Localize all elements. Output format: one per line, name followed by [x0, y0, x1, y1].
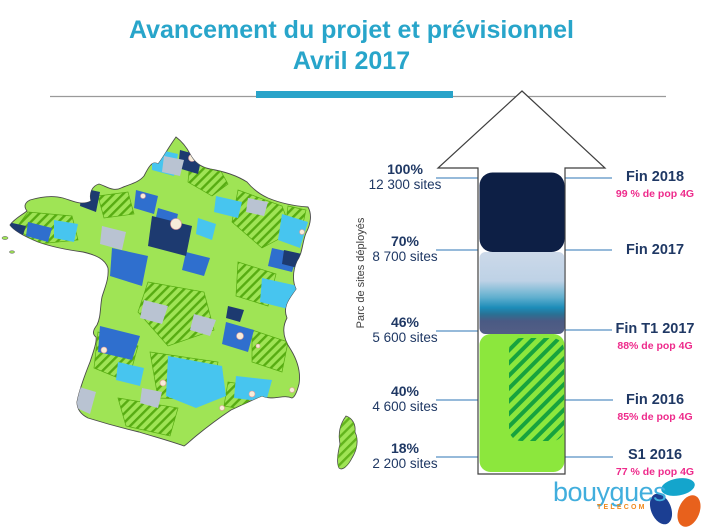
percent-label: 18% — [390, 440, 420, 456]
segment-fin-2018 — [479, 172, 565, 252]
milestone-fin-2017: Fin 2017 — [608, 242, 702, 258]
bouygues-logo-mark — [649, 478, 701, 527]
france-map — [1, 136, 358, 470]
map-island — [9, 250, 15, 254]
title-line-1: Avancement du projet et prévisionnel — [128, 16, 574, 44]
sites-label: 5 600 sites — [372, 330, 438, 345]
segment-fin-2016-hatched — [509, 338, 564, 441]
sites-label: 12 300 sites — [368, 177, 442, 192]
map-corsica — [336, 415, 358, 470]
level-18: 18% 2 200 sites — [359, 440, 451, 472]
slide-title: Avancement du projet et prévisionnel Avr… — [0, 15, 703, 77]
sites-label: 8 700 sites — [372, 249, 438, 264]
bouygues-logo-text: bouygues — [553, 477, 667, 507]
milestone-label: Fin 2017 — [625, 242, 685, 258]
level-70: 70% 8 700 sites — [359, 233, 451, 265]
divider-accent — [256, 91, 453, 98]
progress-arrow-chart — [436, 90, 613, 475]
milestone-fin-t1-2017: Fin T1 2017 88% de pop 4G — [608, 321, 702, 353]
milestone-s1-2016: S1 2016 77 % de pop 4G — [608, 447, 702, 479]
level-40: 40% 4 600 sites — [359, 383, 451, 415]
segment-fin-2017 — [479, 252, 565, 334]
title-line-2: Avril 2017 — [292, 47, 411, 75]
sites-label: 2 200 sites — [372, 456, 438, 471]
milestone-label: Fin 2018 — [625, 169, 685, 185]
map-blue-zones — [26, 148, 298, 360]
pop-coverage-label: 85% de pop 4G — [617, 411, 693, 423]
percent-label: 46% — [390, 314, 420, 330]
level-46: 46% 5 600 sites — [359, 314, 451, 346]
pop-coverage-label: 77 % de pop 4G — [615, 466, 695, 478]
map-island — [1, 236, 9, 240]
pop-coverage-label: 99 % de pop 4G — [615, 188, 695, 200]
bouygues-logo-telecom: TELECOM — [597, 504, 647, 511]
percent-label: 40% — [390, 383, 420, 399]
milestone-fin-2016: Fin 2016 85% de pop 4G — [608, 392, 702, 424]
pop-coverage-label: 88% de pop 4G — [617, 340, 693, 352]
map-gray-zones — [72, 156, 268, 414]
sites-label: 4 600 sites — [372, 399, 438, 414]
percent-label: 100% — [387, 161, 423, 177]
milestone-fin-2018: Fin 2018 99 % de pop 4G — [608, 169, 702, 201]
tick-lines — [436, 177, 613, 458]
milestone-label: S1 2016 — [627, 447, 683, 463]
percent-label: 70% — [390, 233, 420, 249]
level-100: 100% 12 300 sites — [359, 161, 451, 193]
milestone-label: Fin 2016 — [625, 392, 685, 408]
milestone-label: Fin T1 2017 — [615, 321, 695, 337]
